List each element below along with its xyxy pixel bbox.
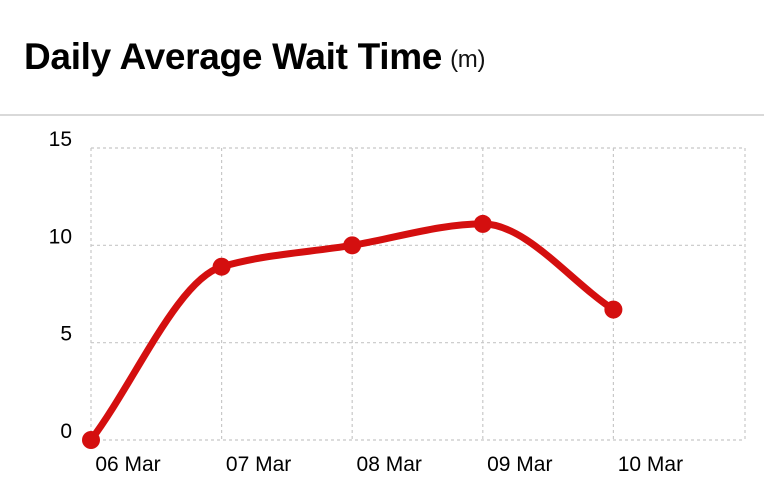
x-tick-label-3: 09 Mar [487,453,552,476]
unit-label: (m) [450,46,486,73]
data-point-06-mar [82,431,100,449]
chart-title-text: Daily Average Wait Time [24,36,443,77]
line-chart: 0 5 10 15 06 Mar 07 Mar 08 Mar 09 Mar 10 Mar [49,128,746,476]
x-tick-label-2: 08 Mar [357,453,422,476]
data-point-09-mar [473,214,492,233]
grid [90,147,746,441]
data-point-08-mar [343,236,362,255]
x-tick-label-4: 10 Mar [618,453,683,476]
y-tick-label-0: 0 [60,420,72,443]
y-tick-label-5: 5 [60,323,72,346]
chart-title: Daily Average Wait Time (m) [24,36,485,78]
y-axis-ticks: 0 5 10 15 [49,128,72,443]
x-tick-label-0: 06 Mar [95,453,160,476]
y-tick-label-10: 10 [49,225,72,248]
data-point-10-mar [604,300,623,319]
chart-header: Daily Average Wait Time (m) [0,0,764,116]
x-tick-label-1: 07 Mar [226,453,291,476]
x-axis-ticks: 06 Mar 07 Mar 08 Mar 09 Mar 10 Mar [95,453,683,476]
data-point-07-mar [212,257,231,276]
y-tick-label-15: 15 [49,128,72,151]
series-layer [82,214,623,449]
